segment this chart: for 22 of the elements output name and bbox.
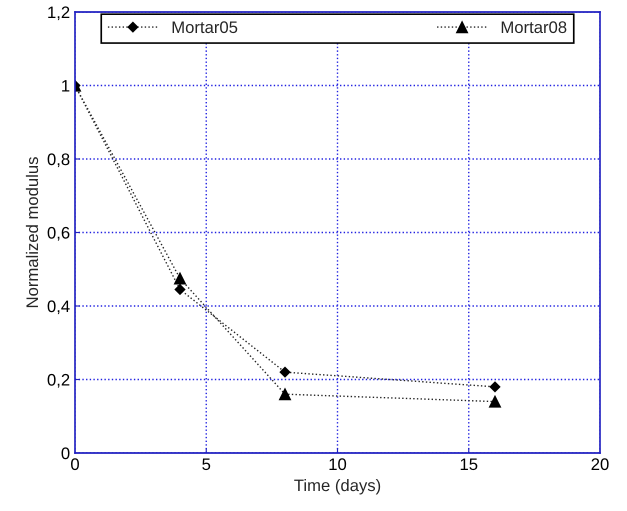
x-tick-label: 20 <box>592 458 609 470</box>
x-tick-label: 10 <box>330 458 346 470</box>
y-tick-label: 1,2 <box>48 6 70 20</box>
legend-label: Mortar08 <box>502 21 566 34</box>
point <box>488 395 502 408</box>
y-tick-label: 0,4 <box>48 300 70 314</box>
x-axis-title: Time (days) <box>294 478 380 494</box>
point <box>280 366 290 378</box>
x-tick-label: 15 <box>460 458 478 470</box>
legend-label: Mortar05 <box>172 21 238 34</box>
y-tick-label: 0,8 <box>48 153 70 168</box>
point <box>174 284 186 295</box>
y-tick-label: 0 <box>62 447 70 460</box>
point <box>278 388 292 400</box>
y-tick-label: 0,2 <box>48 374 70 388</box>
y-tick-label: 1 <box>62 80 70 92</box>
y-tick-label: 0,6 <box>48 226 70 241</box>
x-tick-label: 5 <box>202 458 210 470</box>
point <box>490 381 500 392</box>
y-axis-title: Normalized modulus <box>26 157 38 308</box>
x-tick-label: 0 <box>71 458 79 470</box>
point <box>174 272 186 285</box>
